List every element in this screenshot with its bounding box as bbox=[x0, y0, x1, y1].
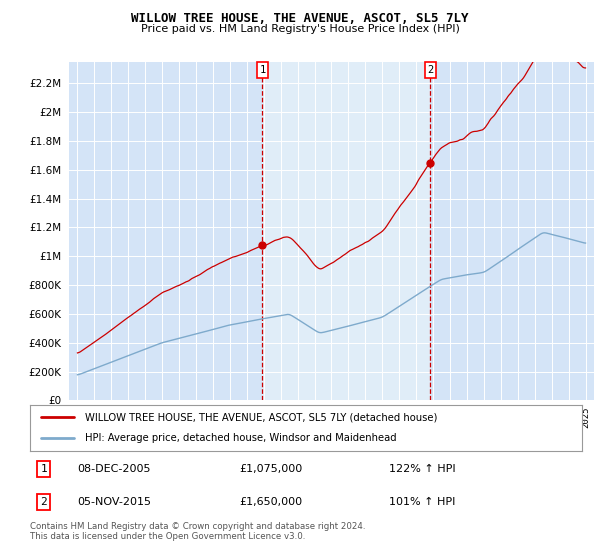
Text: 101% ↑ HPI: 101% ↑ HPI bbox=[389, 497, 455, 507]
Text: WILLOW TREE HOUSE, THE AVENUE, ASCOT, SL5 7LY (detached house): WILLOW TREE HOUSE, THE AVENUE, ASCOT, SL… bbox=[85, 412, 437, 422]
Bar bbox=[262, 62, 430, 400]
Text: 122% ↑ HPI: 122% ↑ HPI bbox=[389, 464, 455, 474]
Text: 2: 2 bbox=[40, 497, 47, 507]
Text: 05-NOV-2015: 05-NOV-2015 bbox=[77, 497, 151, 507]
Text: 2: 2 bbox=[427, 65, 434, 75]
Text: 08-DEC-2005: 08-DEC-2005 bbox=[77, 464, 151, 474]
Text: 1: 1 bbox=[259, 65, 266, 75]
Text: £1,650,000: £1,650,000 bbox=[240, 497, 303, 507]
Text: WILLOW TREE HOUSE, THE AVENUE, ASCOT, SL5 7LY: WILLOW TREE HOUSE, THE AVENUE, ASCOT, SL… bbox=[131, 12, 469, 25]
Text: HPI: Average price, detached house, Windsor and Maidenhead: HPI: Average price, detached house, Wind… bbox=[85, 433, 397, 444]
Text: £1,075,000: £1,075,000 bbox=[240, 464, 303, 474]
Text: Contains HM Land Registry data © Crown copyright and database right 2024.
This d: Contains HM Land Registry data © Crown c… bbox=[30, 522, 365, 542]
Text: Price paid vs. HM Land Registry's House Price Index (HPI): Price paid vs. HM Land Registry's House … bbox=[140, 24, 460, 34]
Text: 1: 1 bbox=[40, 464, 47, 474]
